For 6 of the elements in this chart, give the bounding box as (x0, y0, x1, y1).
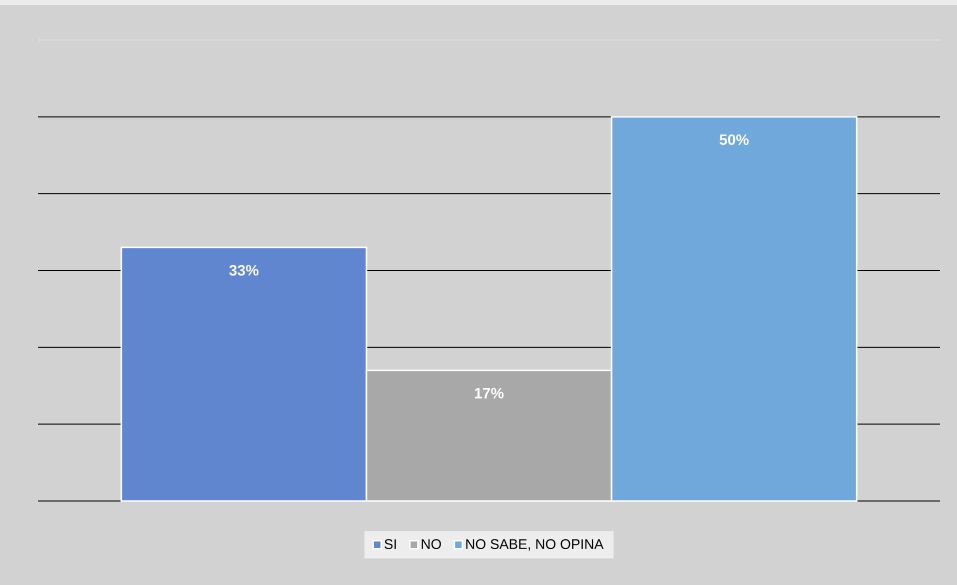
data-label: 17% (474, 388, 504, 398)
legend-label: NO (422, 539, 441, 550)
data-label: 33% (229, 264, 259, 276)
legend-label: SI (384, 539, 396, 550)
legend-label: NO SABE, NO OPINA (466, 539, 604, 551)
data-label: 50% (720, 134, 749, 145)
